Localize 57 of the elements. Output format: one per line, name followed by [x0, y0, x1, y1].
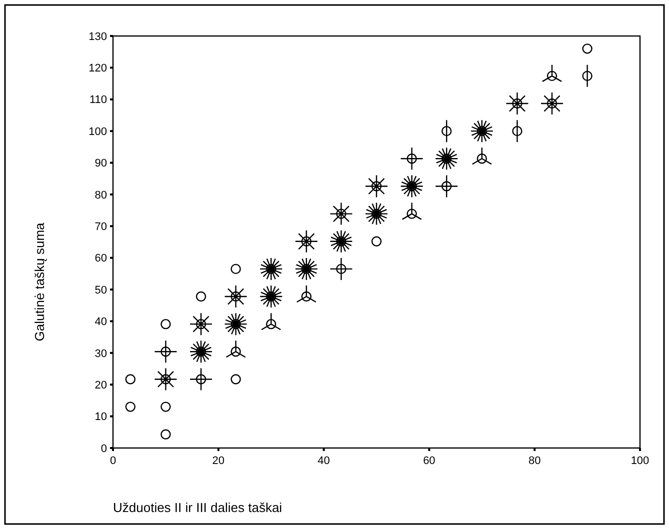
- point: [230, 264, 241, 274]
- x-tick-label: 100: [630, 455, 650, 467]
- y-tick-label: 10: [94, 411, 107, 424]
- point: [441, 126, 452, 136]
- point: [371, 181, 382, 192]
- point: [406, 181, 417, 192]
- point: [406, 154, 417, 164]
- point: [336, 208, 346, 219]
- y-tick-label: 80: [94, 189, 107, 202]
- point: [301, 291, 312, 302]
- point: [230, 291, 241, 302]
- point: [336, 264, 346, 274]
- point: [512, 126, 522, 136]
- x-tick-label: 40: [318, 455, 330, 467]
- y-tick-label: 130: [88, 30, 107, 43]
- point: [160, 346, 171, 357]
- y-tick-label: 30: [94, 348, 107, 360]
- point: [160, 318, 171, 330]
- y-tick-label: 110: [89, 94, 107, 106]
- point: [196, 318, 206, 330]
- point: [266, 318, 276, 330]
- y-tick-label: 50: [94, 284, 107, 296]
- y-axis-title: Galutinė taškų suma: [32, 222, 47, 342]
- point: [160, 429, 171, 440]
- point: [196, 374, 206, 384]
- y-tick-label: 90: [94, 158, 107, 170]
- point: [230, 346, 241, 357]
- y-tick-label: 70: [94, 221, 107, 234]
- x-tick-label: 20: [212, 455, 225, 467]
- y-tick-label: 100: [88, 126, 107, 138]
- y-tick-label: 60: [94, 252, 107, 265]
- x-axis-title: Užduoties II ir III dalies taškai: [113, 500, 282, 515]
- point: [546, 98, 558, 109]
- point: [441, 181, 452, 192]
- point: [301, 236, 312, 246]
- point: [371, 236, 382, 246]
- point: [125, 402, 136, 412]
- point: [230, 374, 241, 384]
- y-tick-label: 20: [94, 379, 107, 392]
- point: [546, 70, 558, 82]
- x-tick-label: 80: [528, 455, 541, 467]
- point: [336, 236, 346, 246]
- point: [196, 291, 206, 302]
- x-tick-label: 0: [110, 455, 116, 467]
- point: [582, 44, 592, 54]
- point: [582, 70, 592, 82]
- point: [230, 318, 241, 330]
- y-tick-label: 120: [88, 62, 107, 75]
- point: [476, 154, 487, 164]
- y-tick-label: 40: [94, 316, 107, 328]
- point: [160, 374, 171, 384]
- y-tick-label: 0: [100, 442, 107, 455]
- point: [406, 208, 417, 219]
- x-tick-label: 60: [423, 455, 436, 467]
- point: [160, 402, 171, 412]
- point: [512, 98, 522, 109]
- point: [125, 374, 136, 384]
